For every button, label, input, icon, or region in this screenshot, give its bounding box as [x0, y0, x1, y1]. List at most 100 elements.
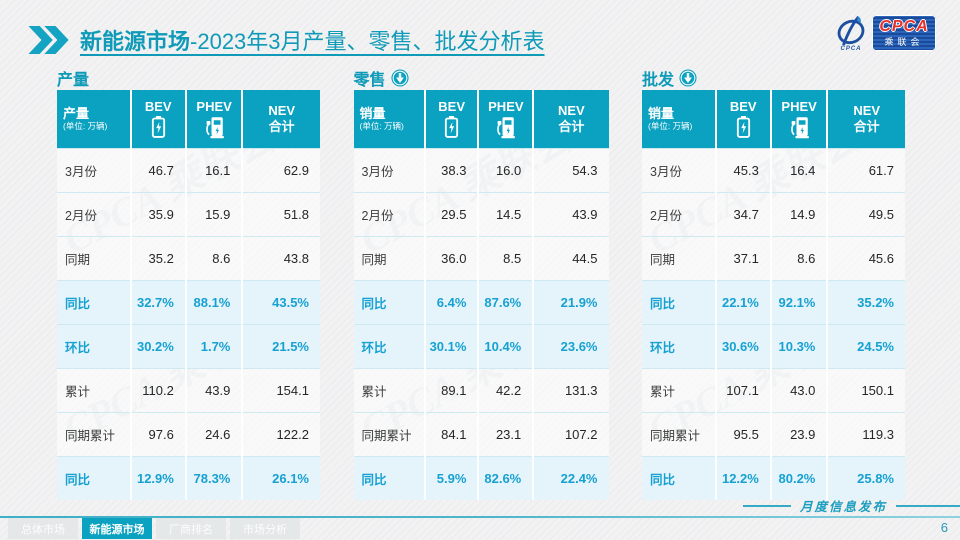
row-label: 同比 [353, 456, 426, 500]
cell: 95.5 [715, 412, 772, 457]
cell: 43.9 [533, 192, 609, 237]
tab-market-analysis[interactable]: 市场分析 [230, 518, 300, 539]
cpca-logo: CPCA CPCA 乘联会 [834, 14, 936, 52]
cell: 43.5% [242, 280, 320, 325]
cell: 36.0 [424, 236, 480, 281]
cell: 54.3 [533, 148, 609, 193]
row-label: 2月份 [57, 192, 132, 237]
cell: 119.3 [827, 412, 905, 457]
corner-cell: 产量 (单位: 万辆) [57, 90, 132, 149]
cell: 24.6 [185, 412, 244, 457]
cell: 30.6% [715, 324, 772, 369]
cell: 154.1 [242, 368, 320, 413]
footer-label-text: 月度信息发布 [799, 500, 887, 514]
table-row: 同期 35.2 8.6 43.8 [57, 236, 320, 281]
cell: 49.5 [827, 192, 905, 237]
cell: 21.5% [242, 324, 320, 369]
cell: 12.9% [130, 456, 187, 500]
cell: 16.1 [185, 148, 244, 193]
table-row: 同期累计 97.6 24.6 122.2 [57, 412, 320, 457]
table-row: 3月份 45.3 16.4 61.7 [642, 148, 905, 193]
tab-overall-market[interactable]: 总体市场 [8, 518, 78, 539]
table-row-highlight: 同比 5.9% 82.6% 22.4% [353, 456, 609, 500]
cell: 78.3% [185, 456, 244, 500]
cell: 16.0 [478, 148, 535, 193]
row-label: 同期累计 [57, 412, 132, 457]
swoosh-icon [837, 15, 865, 46]
battery-icon [445, 116, 459, 138]
cell: 35.2 [130, 236, 187, 281]
cell: 23.6% [533, 324, 609, 369]
production-table: 产量 (单位: 万辆) BEV PHEV NEV 合计 3月份 46.7 16.1 62.… [57, 90, 320, 500]
tab-oem-ranking[interactable]: 厂商排名 [156, 518, 226, 539]
cpca-logo-text: CPCA [879, 17, 929, 35]
cell: 35.2% [827, 280, 905, 325]
cell: 6.4% [424, 280, 480, 325]
arrow-down-icon [679, 69, 697, 87]
publication-label: 月度信息发布 [742, 496, 960, 515]
retail-section: CPCA 乘联会 CPCA 乘联会 零售 销量(单位: 万辆) BEV PHEV… [352, 66, 609, 500]
cell: 61.7 [827, 148, 905, 193]
retail-section-title: 零售 [354, 66, 609, 90]
cell: 8.6 [185, 236, 244, 281]
battery-icon [151, 116, 165, 138]
cell: 23.9 [770, 412, 829, 457]
cell: 35.9 [130, 192, 187, 237]
wholesale-section-title: 批发 [642, 66, 905, 90]
cell: 122.2 [242, 412, 320, 457]
cell: 150.1 [827, 368, 905, 413]
cell: 46.7 [130, 148, 187, 193]
section-title-label: 零售 [353, 72, 386, 89]
table-row-highlight: 同比 12.2% 80.2% 25.8% [642, 456, 905, 500]
cell: 82.6% [478, 456, 535, 500]
table-row: 同期 37.1 8.6 45.6 [642, 236, 905, 281]
row-label: 同比 [57, 456, 132, 500]
table-row: 累计 89.1 42.2 131.3 [353, 368, 609, 413]
wholesale-table: 销量 (单位: 万辆) BEV PHEV NEV 合计 3月份 45.3 16.4 61.… [642, 90, 905, 500]
cell: 107.2 [533, 412, 609, 457]
table-row: 同期累计 95.5 23.9 119.3 [642, 412, 905, 457]
retail-table: 销量 (单位: 万辆) BEV PHEV NEV 合计 3月份 38.3 16.0 54.… [353, 90, 609, 500]
footer-line-left [742, 504, 791, 507]
cell: 26.1% [242, 456, 320, 500]
cell: 45.6 [827, 236, 905, 281]
cpca-emblem-caption: CPCA [840, 46, 862, 52]
row-label: 同比 [57, 280, 132, 325]
cell: 43.8 [242, 236, 320, 281]
cell: 84.1 [424, 412, 480, 457]
cell: 43.0 [770, 368, 829, 413]
double-chevron-icon [28, 26, 69, 54]
row-label: 同期累计 [353, 412, 426, 457]
footer-line-right [896, 504, 960, 507]
row-label: 3月份 [57, 148, 132, 193]
row-label: 同期 [642, 236, 717, 281]
page-title-rest: -2023年3月产量、零售、批发分析表 [190, 29, 545, 54]
cell: 80.2% [770, 456, 829, 500]
cell: 37.1 [715, 236, 772, 281]
bottom-nav-tabs: 总体市场 新能源市场 厂商排名 市场分析 [8, 518, 300, 539]
nev-column-header: NEV 合计 [533, 90, 609, 149]
table-row: 同期 36.0 8.5 44.5 [353, 236, 609, 281]
table-row: 3月份 38.3 16.0 54.3 [353, 148, 609, 193]
cell: 30.1% [424, 324, 480, 369]
row-label: 2月份 [642, 192, 717, 237]
cell: 22.1% [715, 280, 772, 325]
cell: 1.7% [185, 324, 244, 369]
table-row: 3月份 46.7 16.1 62.9 [57, 148, 320, 193]
page-title-bold: 新能源市场 [80, 29, 191, 54]
tab-nev-market[interactable]: 新能源市场 [82, 518, 152, 539]
cell: 14.9 [770, 192, 829, 237]
bev-column-header: BEV [715, 90, 772, 149]
cell: 97.6 [130, 412, 187, 457]
header-row: 产量 (单位: 万辆) BEV PHEV NEV 合计 [57, 90, 320, 149]
cell: 62.9 [242, 148, 320, 193]
wholesale-section: CPCA 乘联会 CPCA 乘联会 批发 销量(单位: 万辆) BEV PHEV… [641, 66, 905, 500]
table-row: 累计 107.1 43.0 150.1 [642, 368, 905, 413]
cell: 29.5 [424, 192, 480, 237]
cell: 38.3 [424, 148, 480, 193]
cell: 5.9% [424, 456, 480, 500]
page-title: 新能源市场-2023年3月产量、零售、批发分析表 [80, 24, 545, 56]
row-label: 同期 [57, 236, 132, 281]
table-row-highlight: 同比 32.7% 88.1% 43.5% [57, 280, 320, 325]
bev-column-header: BEV [130, 90, 187, 149]
